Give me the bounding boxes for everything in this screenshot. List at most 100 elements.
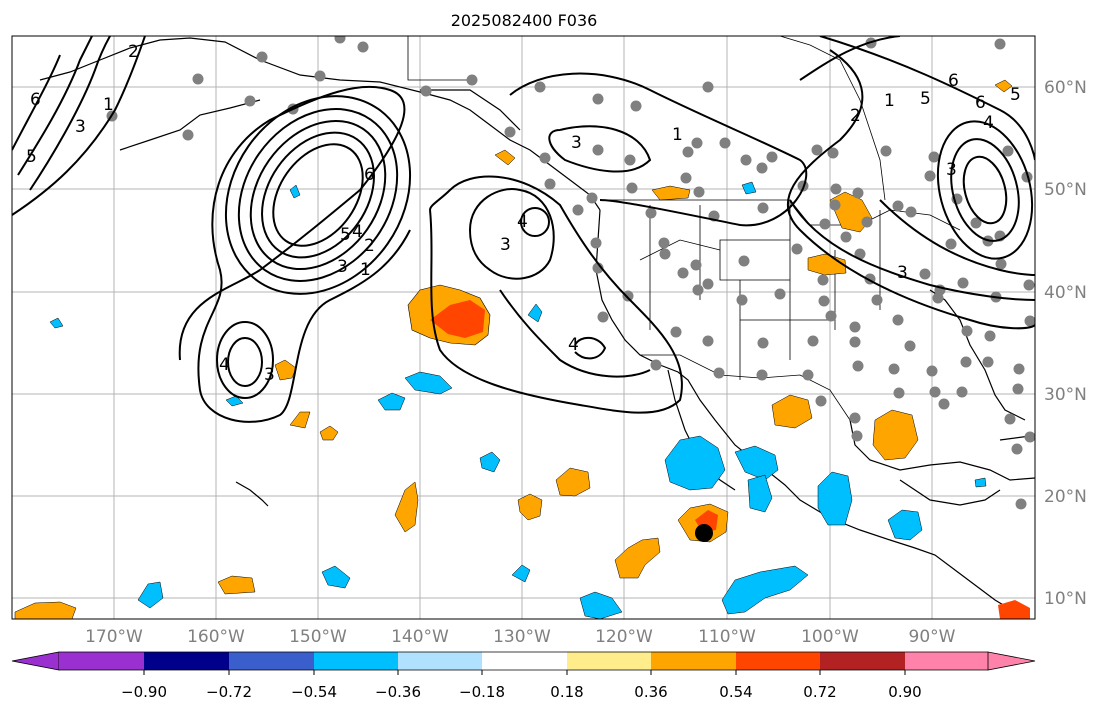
lon-tick-label: 140°W — [391, 627, 449, 647]
lat-tick-label: 10°N — [1044, 589, 1087, 609]
anomaly-patch — [479, 451, 501, 473]
contour-label: 5 — [26, 147, 37, 167]
contour-label: 6 — [975, 93, 986, 113]
contour-label: 4 — [219, 355, 230, 375]
colorbar-tick-label: −0.36 — [375, 683, 421, 701]
contour-label: 1 — [672, 125, 683, 145]
anomaly-patch — [319, 425, 339, 441]
colorbar-ticks — [143, 670, 906, 675]
anomaly-patch — [771, 394, 813, 429]
contour-label: 4 — [517, 212, 528, 232]
anomaly-patch — [14, 601, 77, 619]
colorbar-bin — [59, 652, 144, 670]
colorbar-tick-label: 0.36 — [634, 683, 667, 701]
contour-label: 3 — [264, 365, 275, 385]
colorbar-bin — [905, 652, 988, 670]
longitude-labels: 170°W 160°W 150°W 140°W 130°W 120°W 110°… — [85, 627, 956, 647]
map-frame — [11, 35, 1036, 620]
contour-label: 3 — [897, 263, 908, 283]
colorbar-bin — [651, 652, 736, 670]
contour-label-group: 6 5 3 1 2 6 5 4 3 2 1 4 3 3 3 4 1 2 1 5 … — [26, 42, 1021, 385]
lon-tick-label: 160°W — [187, 627, 245, 647]
anomaly-patch — [404, 371, 453, 395]
lon-tick-label: 120°W — [595, 627, 653, 647]
contour-label: 4 — [352, 222, 363, 242]
anomaly-patch — [998, 600, 1030, 619]
colorbar-bin — [736, 652, 820, 670]
anomaly-patch — [394, 481, 419, 533]
contour-label: 2 — [128, 42, 139, 62]
anomaly-patch — [494, 149, 516, 166]
lon-tick-label: 110°W — [698, 627, 756, 647]
lon-tick-label: 90°W — [909, 627, 956, 647]
colorbar-tick-label: 0.18 — [550, 683, 583, 701]
contour-lines — [12, 36, 1035, 423]
contour-label: 3 — [75, 117, 86, 137]
anomaly-patch — [734, 445, 779, 481]
anomaly-patch — [747, 474, 773, 513]
anomaly-patch — [651, 185, 691, 201]
map-background — [12, 36, 1035, 619]
anomaly-patch — [217, 575, 256, 595]
colorbar-tick-label: 0.54 — [719, 683, 752, 701]
contour-label: 3 — [337, 257, 348, 277]
colorbar-tick-label: −0.18 — [459, 683, 505, 701]
lon-tick-label: 100°W — [801, 627, 859, 647]
contour-label: 1 — [360, 260, 371, 280]
lon-tick-label: 130°W — [493, 627, 551, 647]
contour-label: 6 — [948, 71, 959, 91]
colorbar-extend-right — [987, 651, 1036, 671]
lat-tick-label: 30°N — [1044, 385, 1087, 405]
lat-tick-label: 60°N — [1044, 78, 1087, 98]
anomaly-patch — [994, 79, 1013, 93]
anomaly-patch — [527, 303, 543, 323]
latitude-labels: 60°N 50°N 40°N 30°N 20°N 10°N — [1044, 78, 1087, 609]
lat-tick-label: 20°N — [1044, 487, 1087, 507]
contour-label: 6 — [30, 90, 41, 110]
lon-tick-label: 150°W — [289, 627, 347, 647]
anomaly-patch — [511, 564, 531, 583]
anomaly-patch — [49, 317, 64, 329]
colorbar-tick-label: −0.72 — [206, 683, 252, 701]
anomaly-patch — [614, 537, 661, 579]
colorbar-bin — [482, 652, 567, 670]
lat-tick-label: 40°N — [1044, 283, 1087, 303]
colorbar-tick-label: −0.90 — [121, 683, 167, 701]
contour-label: 2 — [364, 236, 375, 256]
colorbar-extend-left — [11, 651, 60, 671]
contour-label: 1 — [884, 91, 895, 111]
anomaly-patch — [321, 565, 351, 589]
anomaly-patch — [430, 300, 485, 338]
contour-label: 5 — [1010, 85, 1021, 105]
anomaly-patch — [664, 435, 726, 491]
lat-tick-label: 50°N — [1044, 180, 1087, 200]
anomaly-patch — [517, 493, 543, 521]
colorbar-tick-label: −0.54 — [291, 683, 337, 701]
colorbar: −0.90 −0.72 −0.54 −0.36 −0.18 0.18 0.36 … — [11, 651, 1036, 701]
map-area: 6 5 3 1 2 6 5 4 3 2 1 4 3 3 3 4 1 2 1 5 … — [12, 36, 1035, 619]
contour-label: 3 — [946, 160, 957, 180]
colorbar-tick-label: 0.90 — [888, 683, 921, 701]
storm-center-marker — [695, 524, 713, 542]
colorbar-tick-labels: −0.90 −0.72 −0.54 −0.36 −0.18 0.18 0.36 … — [121, 683, 922, 701]
colorbar-bin — [229, 652, 314, 670]
anomaly-patch — [741, 181, 757, 195]
colorbar-bin — [398, 652, 482, 670]
figure-title: 2025082400 F036 — [451, 11, 598, 30]
contour-label: 6 — [364, 165, 375, 185]
station-dots — [106, 36, 1035, 510]
anomaly-patch — [872, 409, 919, 461]
lon-tick-label: 170°W — [85, 627, 143, 647]
anomaly-patch — [887, 509, 923, 541]
anomaly-fills — [14, 79, 1030, 619]
anomaly-patch — [721, 565, 809, 615]
anomaly-patch — [974, 477, 987, 488]
anomaly-patch — [377, 392, 406, 411]
contour-label: 2 — [850, 106, 861, 126]
anomaly-patch — [137, 581, 164, 609]
colorbar-bin — [567, 652, 651, 670]
colorbar-outline — [59, 651, 988, 671]
anomaly-patch — [579, 591, 623, 619]
contour-label: 5 — [920, 89, 931, 109]
